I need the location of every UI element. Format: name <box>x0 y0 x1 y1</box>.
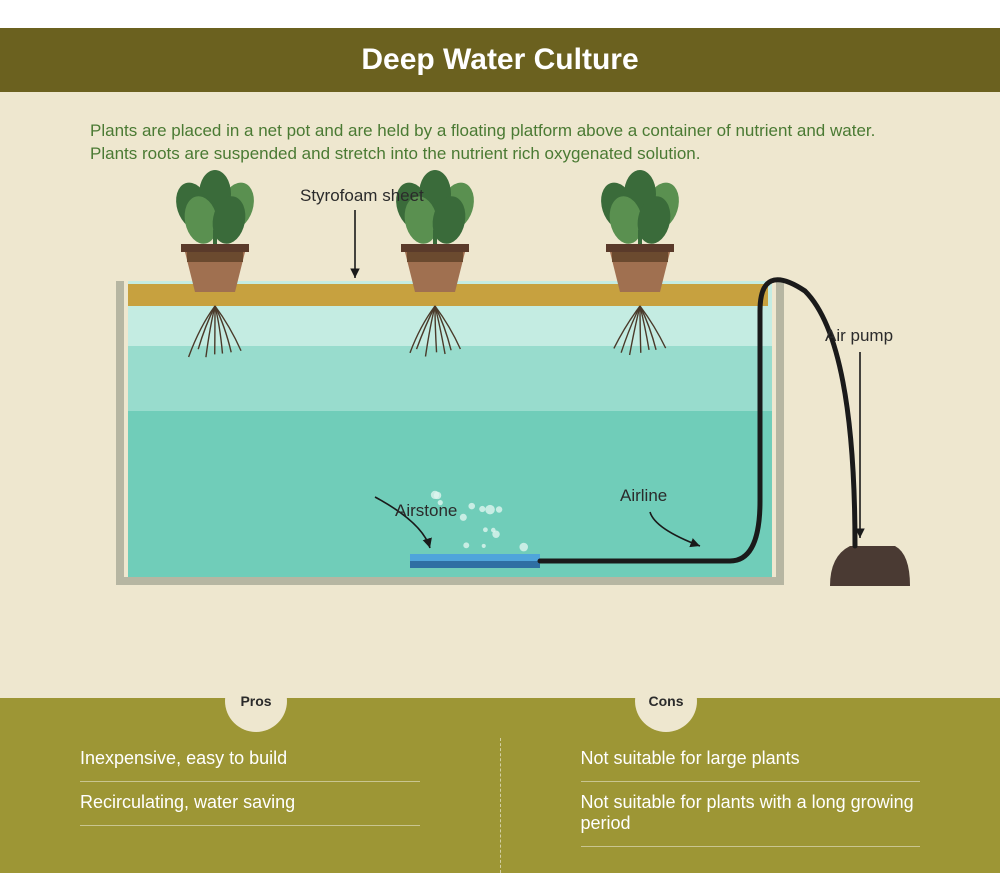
label-airstone: Airstone <box>395 501 457 521</box>
cons-item: Not suitable for large plants <box>581 738 921 782</box>
infographic-wrapper: Deep Water Culture Plants are placed in … <box>0 28 1000 873</box>
pros-item: Recirculating, water saving <box>80 782 420 826</box>
label-airline: Airline <box>620 486 667 506</box>
pros-badge: Pros <box>225 670 287 732</box>
proscons-grid: Inexpensive, easy to build Recirculating… <box>0 698 1000 873</box>
cons-item: Not suitable for plants with a long grow… <box>581 782 921 847</box>
pros-column: Inexpensive, easy to build Recirculating… <box>0 738 501 873</box>
label-airpump: Air pump <box>825 326 893 346</box>
cons-column: Not suitable for large plants Not suitab… <box>501 738 1000 873</box>
title-bar: Deep Water Culture <box>0 28 1000 92</box>
pros-badge-label: Pros <box>240 693 271 709</box>
intro-paragraph: Plants are placed in a net pot and are h… <box>0 92 1000 166</box>
page-title: Deep Water Culture <box>361 43 638 77</box>
proscons-panel: Pros Cons Inexpensive, easy to build Rec… <box>0 698 1000 873</box>
diagram-area: Styrofoam sheet Air pump Airline Airston… <box>0 166 1000 606</box>
label-styrofoam: Styrofoam sheet <box>300 186 424 206</box>
cons-badge: Cons <box>635 670 697 732</box>
pros-item: Inexpensive, easy to build <box>80 738 420 782</box>
diagram-svg <box>0 166 1000 606</box>
cons-badge-label: Cons <box>649 693 684 709</box>
